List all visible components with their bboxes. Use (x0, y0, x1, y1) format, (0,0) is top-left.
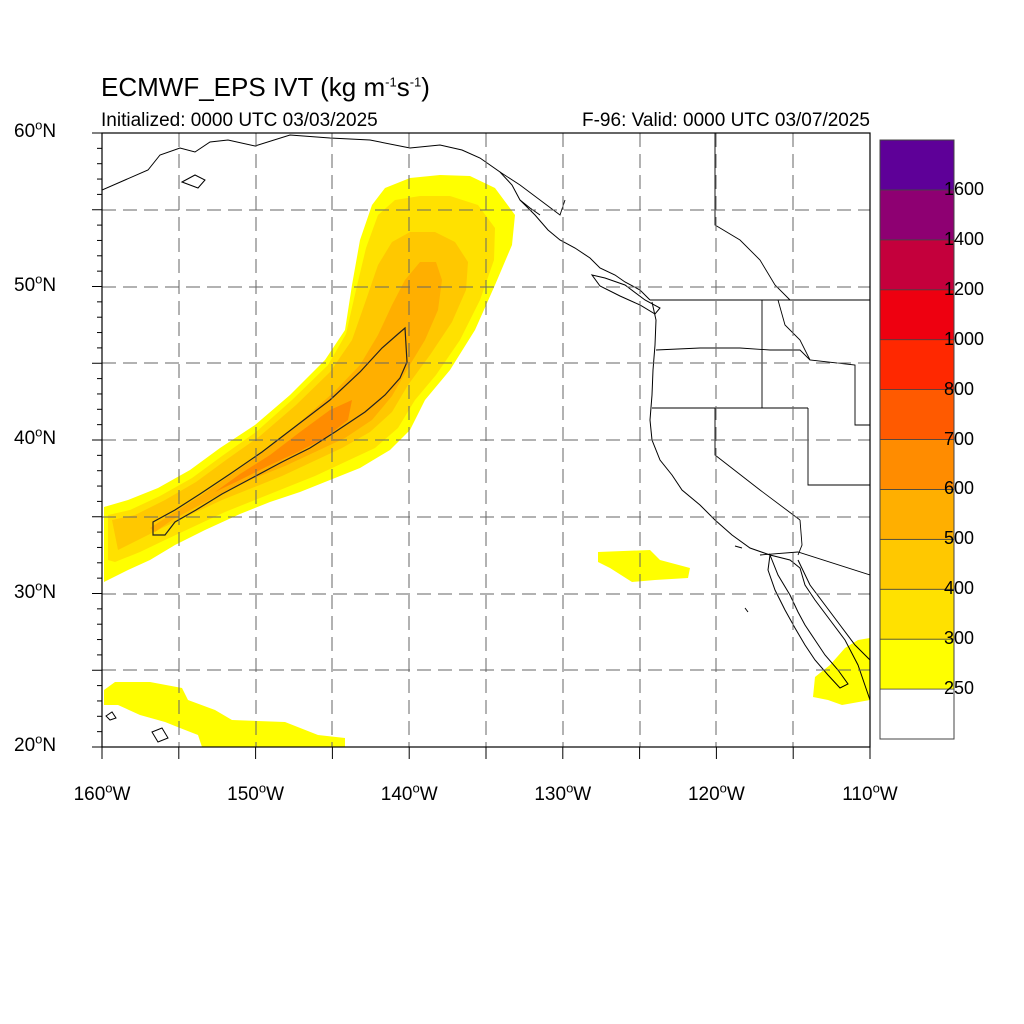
coastlines (102, 134, 870, 743)
border-id-mt (777, 299, 870, 426)
lon-label-150: 150oW (227, 780, 285, 805)
ivt-blob-offshore-california (598, 550, 690, 582)
border-alaska-canada (499, 171, 566, 216)
axis-ticks (92, 132, 871, 759)
colorbar-swatch (879, 239, 955, 291)
border-us-mexico (759, 551, 870, 576)
colorbar-swatch (879, 538, 955, 590)
border-wa-or (655, 347, 811, 361)
political-borders (499, 133, 870, 576)
vancouver-island (590, 274, 661, 315)
colorbar-swatch (879, 439, 955, 490)
border-canada-provinces (714, 133, 791, 301)
bc-coast (519, 199, 651, 301)
colorbar-swatch (879, 339, 955, 390)
gulf-of-california-east (797, 559, 870, 661)
lon-label-140: 140oW (380, 780, 438, 805)
map-area (102, 133, 870, 747)
colorbar-swatch (879, 389, 955, 440)
border-nv-ut (807, 408, 870, 486)
colorbar-swatch (879, 189, 955, 241)
ivt-band-600 (215, 400, 352, 492)
lon-label-130: 130oW (534, 780, 592, 805)
channel-islands (734, 545, 749, 613)
lat-label-20: 20oN (14, 731, 57, 756)
colorbar (879, 139, 955, 740)
title-units-close: ) (421, 72, 430, 102)
colorbar-label: 250 (944, 678, 975, 699)
colorbar-label: 600 (944, 478, 975, 499)
border-ca-az (797, 519, 803, 556)
alaska-coast (102, 134, 541, 216)
lat-label-50: 50oN (14, 271, 57, 296)
hawaii-oahu (105, 711, 117, 721)
lat-label-30: 30oN (14, 578, 57, 603)
title-model: ECMWF_EPS IVT (101, 72, 313, 102)
us-west-coast (649, 301, 870, 701)
colorbar-label: 1200 (944, 278, 985, 299)
kodiak-island (180, 174, 206, 189)
lat-label-40: 40oN (14, 424, 57, 449)
ivt-band-500 (150, 262, 442, 532)
colorbar-label: 700 (944, 428, 975, 449)
init-time-label: Initialized: 0000 UTC 03/03/2025 (101, 110, 378, 131)
ivt-blob-hawaii (104, 682, 345, 747)
colorbar-label: 500 (944, 528, 975, 549)
valid-time-label: F-96: Valid: 0000 UTC 03/07/2025 (582, 110, 870, 131)
colorbar-label: 800 (944, 378, 975, 399)
ivt-band-400 (112, 232, 468, 550)
atmospheric-river-shading (104, 175, 515, 582)
ivt-600-contour (152, 326, 408, 536)
lon-label-160: 160oW (73, 780, 131, 805)
colorbar-swatch (879, 688, 955, 740)
chart-title: ECMWF_EPS IVT (kg m-1s-1) (101, 72, 430, 103)
ivt-blob-baja (813, 638, 870, 705)
title-exponent-1: -1 (385, 74, 397, 90)
lat-label-60: 60oN (14, 117, 57, 142)
colorbar-label: 1600 (944, 178, 985, 199)
colorbar-label: 1400 (944, 228, 985, 249)
colorbar-swatch (879, 139, 955, 191)
colorbar-label: 1000 (944, 328, 985, 349)
border-ca-nv (714, 408, 801, 521)
gridlines (102, 133, 870, 747)
title-units-mid: s (396, 72, 410, 102)
colorbar-label: 300 (944, 628, 975, 649)
colorbar-frame (879, 139, 955, 740)
lon-label-120: 120oW (687, 780, 745, 805)
colorbar-swatch (879, 588, 955, 640)
colorbar-swatch (879, 638, 955, 690)
colorbar-swatch (879, 489, 955, 540)
title-exponent-2: -1 (409, 74, 422, 90)
baja-peninsula (767, 553, 849, 689)
colorbar-swatch (879, 289, 955, 341)
title-units-open: (kg m (320, 72, 386, 102)
colorbar-label: 400 (944, 578, 975, 599)
lon-label-110: 110oW (842, 780, 898, 805)
hawaii-big-island (151, 727, 169, 743)
